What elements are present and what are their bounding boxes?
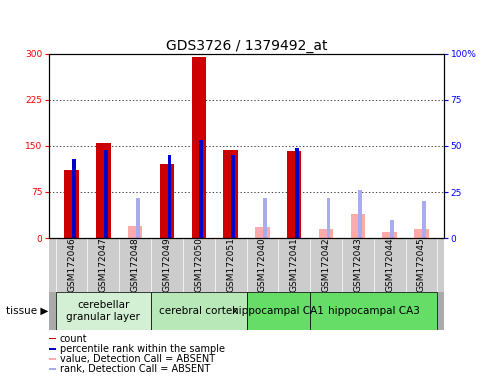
- Bar: [49, 338, 56, 339]
- Bar: [327, 197, 330, 238]
- Bar: [128, 226, 142, 238]
- Title: GDS3726 / 1379492_at: GDS3726 / 1379492_at: [166, 39, 327, 53]
- Text: rank, Detection Call = ABSENT: rank, Detection Call = ABSENT: [60, 364, 210, 374]
- Bar: [160, 164, 174, 238]
- Text: GSM172046: GSM172046: [67, 238, 76, 292]
- Bar: [151, 292, 246, 330]
- Text: GSM172042: GSM172042: [321, 238, 330, 292]
- Bar: [414, 229, 428, 238]
- Text: tissue ▶: tissue ▶: [6, 306, 49, 316]
- Bar: [390, 220, 394, 238]
- Bar: [231, 155, 235, 238]
- Bar: [49, 368, 56, 370]
- Bar: [72, 159, 76, 238]
- Bar: [56, 292, 151, 330]
- Bar: [383, 232, 397, 238]
- Text: GSM172051: GSM172051: [226, 238, 235, 292]
- Text: count: count: [60, 334, 87, 344]
- Bar: [295, 148, 299, 238]
- Text: hippocampal CA1: hippocampal CA1: [232, 306, 324, 316]
- Bar: [310, 292, 437, 330]
- Bar: [65, 170, 79, 238]
- Bar: [255, 227, 270, 238]
- Text: GSM172049: GSM172049: [163, 238, 172, 292]
- Bar: [96, 143, 110, 238]
- Bar: [358, 190, 362, 238]
- Text: GSM172050: GSM172050: [194, 238, 203, 292]
- Text: cerebral cortex: cerebral cortex: [159, 306, 239, 316]
- Bar: [351, 214, 365, 238]
- Bar: [223, 150, 238, 238]
- Text: GSM172040: GSM172040: [258, 238, 267, 292]
- Text: percentile rank within the sample: percentile rank within the sample: [60, 344, 224, 354]
- Bar: [422, 201, 426, 238]
- Text: value, Detection Call = ABSENT: value, Detection Call = ABSENT: [60, 354, 214, 364]
- Text: GSM172048: GSM172048: [131, 238, 140, 292]
- Bar: [136, 197, 140, 238]
- Text: GSM172044: GSM172044: [385, 238, 394, 292]
- Text: GSM172041: GSM172041: [290, 238, 299, 292]
- Bar: [49, 348, 56, 349]
- Bar: [287, 151, 301, 238]
- Text: GSM172047: GSM172047: [99, 238, 108, 292]
- Bar: [246, 292, 310, 330]
- Bar: [319, 229, 333, 238]
- Bar: [192, 57, 206, 238]
- Bar: [49, 358, 56, 360]
- Bar: [104, 150, 108, 238]
- Bar: [200, 141, 203, 238]
- Text: GSM172045: GSM172045: [417, 238, 426, 292]
- Text: hippocampal CA3: hippocampal CA3: [328, 306, 420, 316]
- Bar: [168, 155, 172, 238]
- Text: cerebellar
granular layer: cerebellar granular layer: [67, 300, 141, 322]
- Bar: [263, 197, 267, 238]
- Text: GSM172043: GSM172043: [353, 238, 362, 292]
